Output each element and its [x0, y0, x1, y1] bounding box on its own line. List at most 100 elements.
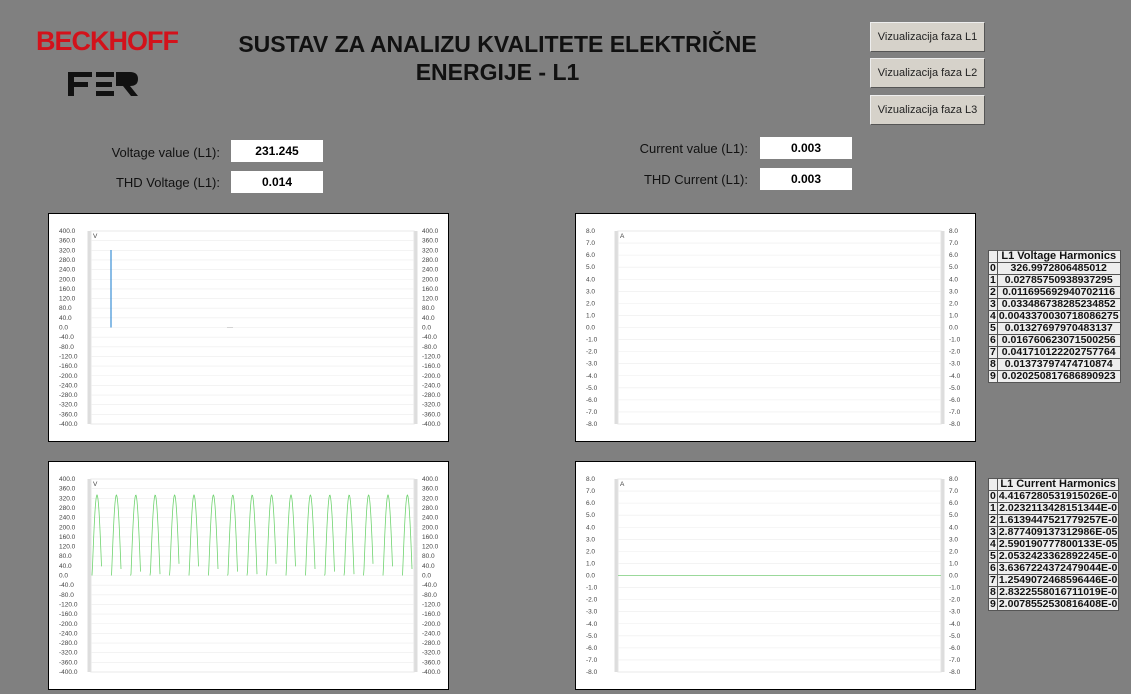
phase-button[interactable]: Vizualizacija faza L2 [870, 58, 985, 88]
y-tick-label: -2.0 [586, 597, 598, 604]
y-tick-label: 1.0 [949, 560, 958, 567]
harmonic-value: 1.6139447521779257E-0 [996, 514, 1120, 527]
harmonic-value: 0.01327697970483137 [996, 322, 1121, 335]
y-tick-label: -240.0 [59, 630, 78, 637]
y-tick-label: 320.0 [422, 247, 439, 254]
y-tick-label: -1.0 [949, 337, 961, 344]
y-tick-label: 360.0 [422, 238, 439, 245]
harmonic-value: 0.011695692940702116 [996, 286, 1121, 299]
y-tick-label: -8.0 [586, 421, 598, 428]
y-tick-label: -80.0 [422, 592, 437, 599]
fer-logo [68, 72, 138, 96]
y-tick-label: -4.0 [949, 373, 961, 380]
y-tick-label: 40.0 [59, 315, 72, 322]
y-tick-label: -160.0 [422, 363, 441, 370]
unit-label: V [93, 233, 98, 240]
y-tick-label: 1.0 [949, 312, 958, 319]
y-tick-label: 40.0 [59, 563, 72, 570]
y-tick-label: -3.0 [586, 361, 598, 368]
y-tick-label: -5.0 [949, 385, 961, 392]
harmonic-index: 5 [988, 550, 998, 563]
table-row: 0 4.4167280531915026E-0 [988, 490, 1120, 503]
y-tick-label: -40.0 [422, 334, 437, 341]
table-row: 7 0.041710122202757764 [988, 346, 1121, 359]
y-tick-label: 200.0 [59, 524, 76, 531]
harmonics-table: L1 Voltage Harmonics 0 326.9972806485012 1 0… [988, 250, 1121, 383]
y-tick-label: 280.0 [422, 257, 439, 264]
harmonic-value: 0.0043370030718086275 [996, 310, 1121, 323]
table-row: 9 2.0078552530816408E-0 [988, 598, 1120, 611]
y-tick-label: -120.0 [422, 601, 441, 608]
harmonic-index: 6 [988, 334, 998, 347]
y-tick-label: 7.0 [586, 240, 595, 247]
y-tick-label: 3.0 [949, 536, 958, 543]
unit-label: A [620, 233, 625, 240]
harmonic-index: 7 [988, 346, 998, 359]
y-tick-label: -360.0 [422, 411, 441, 418]
table-row: 6 3.6367224372479044E-0 [988, 562, 1120, 575]
y-tick-label: -6.0 [949, 397, 961, 404]
y-tick-label: 360.0 [59, 238, 76, 245]
y-tick-label: -4.0 [586, 373, 598, 380]
chart-panel: 400.0 400.0 360.0 360.0 320.0 320.0 280.0 280.0… [48, 213, 449, 442]
y-tick-label: -80.0 [59, 592, 74, 599]
y-tick-label: 160.0 [422, 286, 439, 293]
y-tick-label: -360.0 [59, 411, 78, 418]
y-tick-label: 0.0 [949, 325, 958, 332]
y-tick-label: 240.0 [59, 267, 76, 274]
y-tick-label: -120.0 [59, 601, 78, 608]
y-tick-label: 8.0 [949, 476, 958, 483]
y-tick-label: -6.0 [586, 397, 598, 404]
y-tick-label: 7.0 [949, 488, 958, 495]
y-tick-label: 6.0 [949, 252, 958, 259]
y-tick-label: -360.0 [59, 659, 78, 666]
field-value: 0.003 [760, 137, 852, 159]
y-tick-label: -1.0 [949, 585, 961, 592]
y-tick-label: 5.0 [586, 512, 595, 519]
y-tick-label: -240.0 [422, 382, 441, 389]
y-tick-label: 5.0 [949, 264, 958, 271]
table-row: 9 0.020250817686890923 [988, 370, 1121, 383]
phase-button[interactable]: Vizualizacija faza L3 [870, 95, 985, 125]
y-tick-label: -200.0 [59, 621, 78, 628]
chart: 8.0 8.0 7.0 7.0 6.0 6.0 5.0 5.0 4.0 4.0 3.0 3.0 2.0 2… [586, 476, 961, 676]
y-tick-label: 360.0 [422, 486, 439, 493]
chart: 400.0 400.0 360.0 360.0 320.0 320.0 280.0 280.0… [49, 462, 441, 676]
y-tick-label: -2.0 [949, 349, 961, 356]
harmonic-value: 0.033486738285234852 [996, 298, 1121, 311]
y-tick-label: -40.0 [59, 334, 74, 341]
y-tick-label: -3.0 [586, 609, 598, 616]
y-tick-label: -120.0 [59, 353, 78, 360]
y-tick-label: 200.0 [422, 524, 439, 531]
table-row: 0 326.9972806485012 [988, 262, 1121, 275]
y-tick-label: 120.0 [422, 544, 439, 551]
y-tick-label: -200.0 [59, 373, 78, 380]
phase-button[interactable]: Vizualizacija faza L1 [870, 22, 985, 52]
harmonic-index: 3 [988, 298, 998, 311]
y-tick-label: -80.0 [59, 344, 74, 351]
table-row: 8 2.8322558016711019E-0 [988, 586, 1120, 599]
y-tick-label: 7.0 [586, 488, 595, 495]
index-header [988, 250, 998, 263]
y-tick-label: -4.0 [949, 621, 961, 628]
y-tick-label: 400.0 [422, 228, 439, 235]
y-tick-label: -2.0 [586, 349, 598, 356]
y-tick-label: 400.0 [59, 228, 76, 235]
y-tick-label: 6.0 [949, 500, 958, 507]
y-tick-label: -40.0 [59, 582, 74, 589]
y-tick-label: -1.0 [586, 585, 598, 592]
y-tick-label: -1.0 [586, 337, 598, 344]
table-row: 6 0.016760623071500256 [988, 334, 1121, 347]
y-tick-label: -280.0 [59, 640, 78, 647]
y-tick-label: 0.0 [422, 573, 431, 580]
y-tick-label: -160.0 [59, 363, 78, 370]
y-tick-label: 8.0 [586, 476, 595, 483]
y-tick-label: 8.0 [949, 228, 958, 235]
harmonic-index: 4 [988, 310, 998, 323]
y-tick-label: -160.0 [422, 611, 441, 618]
title-line: SUSTAV ZA ANALIZU KVALITETE ELEKTRIČNE [238, 31, 757, 57]
harmonic-index: 4 [988, 538, 998, 551]
y-tick-label: 80.0 [59, 305, 72, 312]
y-tick-label: 80.0 [59, 553, 72, 560]
y-tick-label: 120.0 [422, 296, 439, 303]
